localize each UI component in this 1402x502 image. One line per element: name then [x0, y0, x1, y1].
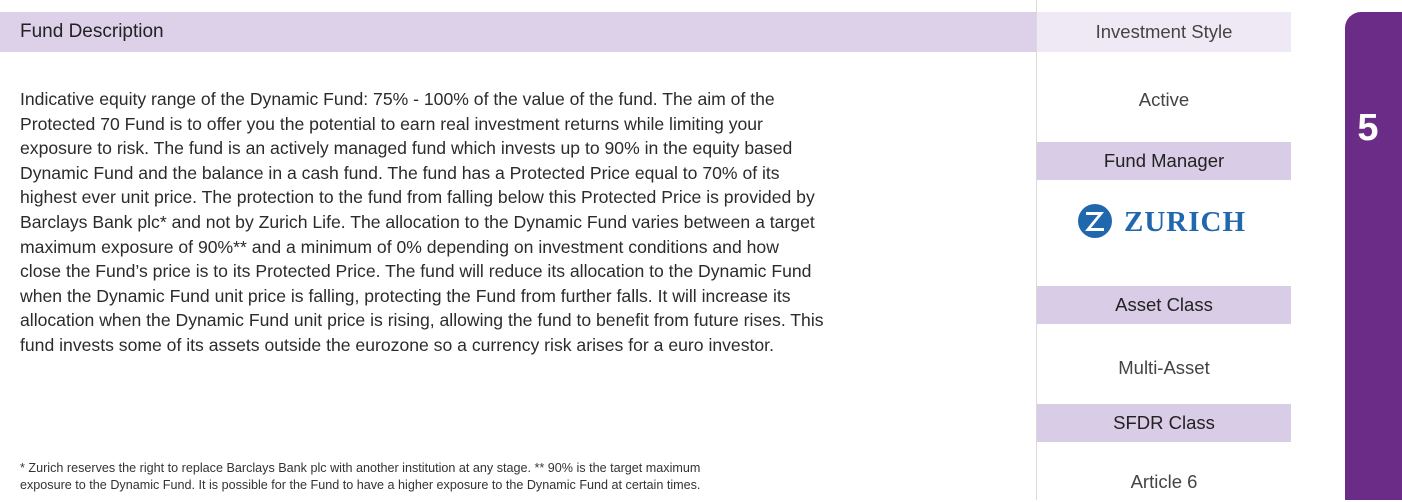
- logo-graphic: ZURICH: [1078, 204, 1246, 238]
- label: Investment Style: [1037, 12, 1291, 52]
- value: Multi-Asset: [1118, 357, 1210, 378]
- logo-z: [1085, 212, 1104, 231]
- value: Article 6: [1130, 471, 1198, 492]
- logo-text: ZURICH: [1124, 206, 1246, 238]
- text-line: fund invests some of its assets outside …: [20, 334, 774, 355]
- label: SFDR Class: [1037, 404, 1291, 442]
- sidebar: Investment Style Active Fund Manager ZUR…: [1036, 0, 1291, 500]
- text-line: allocation when the Dynamic Fund unit pr…: [20, 310, 824, 331]
- text-line: Protected 70 Fund is to offer you the po…: [20, 113, 763, 134]
- label: Fund Manager: [1037, 142, 1291, 180]
- text-line: Barclays Bank plc* and not by Zurich Lif…: [20, 211, 815, 232]
- text-line: when the Dynamic Fund unit price is fall…: [20, 285, 791, 306]
- footnote-line: * Zurich reserves the right to replace B…: [20, 461, 701, 475]
- text-line: highest ever unit price. The protection …: [20, 187, 815, 208]
- logo: ZURICH: [1037, 196, 1291, 246]
- section-header: Fund Description: [0, 12, 1036, 52]
- tab-number: 5: [1357, 107, 1379, 149]
- text-line: exposure to risk. The fund is an activel…: [20, 138, 793, 159]
- footnote: * Zurich reserves the right to replace B…: [20, 460, 700, 494]
- section-tab: 5: [1345, 12, 1402, 500]
- footnote-line: exposure to the Dynamic Fund. It is poss…: [20, 478, 701, 492]
- text-line: Dynamic Fund and the balance in a cash f…: [20, 162, 780, 183]
- paragraph: Indicative equity range of the Dynamic F…: [20, 87, 1035, 358]
- label: Asset Class: [1037, 286, 1291, 324]
- text-line: close the Fund’s price is to its Protect…: [20, 261, 812, 282]
- value: Active: [1138, 89, 1190, 110]
- text-line: maximum exposure of 90%** and a minimum …: [20, 236, 779, 257]
- text-line: Indicative equity range of the Dynamic F…: [20, 89, 775, 109]
